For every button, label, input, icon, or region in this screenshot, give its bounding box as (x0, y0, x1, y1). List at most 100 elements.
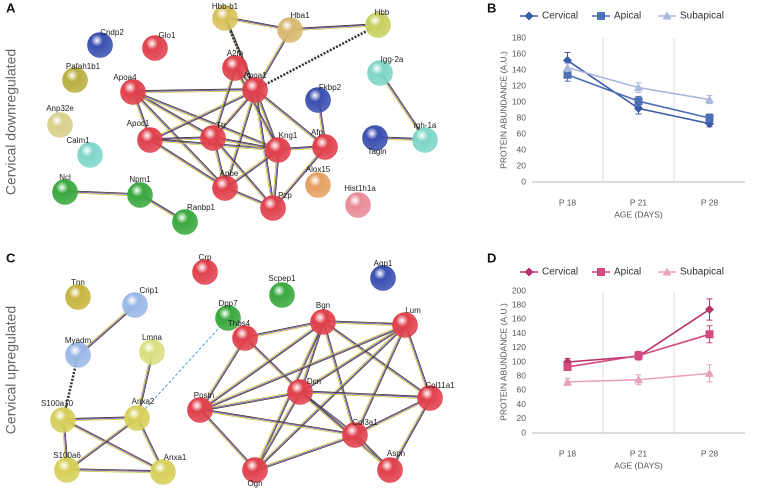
node-label: Dpp7 (218, 299, 238, 308)
edge (290, 25, 379, 32)
node-label: Tnn (71, 278, 85, 287)
y-tick-label: 160 (512, 314, 526, 324)
edge (133, 90, 256, 94)
node (87, 32, 113, 58)
edge (133, 90, 279, 150)
edge (254, 434, 356, 471)
y-tick-label: 20 (517, 413, 527, 423)
edge (199, 410, 255, 471)
node (367, 60, 393, 86)
y-tick-label: 40 (517, 144, 527, 154)
marker (634, 83, 643, 92)
node-label: A2m (227, 49, 244, 58)
edge (323, 320, 406, 325)
edge (255, 392, 302, 471)
edge (405, 324, 432, 398)
y-axis-title: PROTEIN ABUNDANCE (A.U.) (498, 51, 508, 169)
edge (63, 418, 164, 472)
edge (66, 470, 163, 474)
edge (199, 409, 356, 436)
edge (244, 337, 301, 393)
edge (299, 324, 406, 393)
edge (244, 321, 324, 339)
node (305, 172, 331, 198)
node-label: Fkbp2 (319, 83, 342, 92)
node (287, 379, 313, 405)
edge (150, 138, 226, 188)
node (412, 127, 438, 153)
node (122, 292, 148, 318)
marker (634, 97, 643, 106)
x-tick-label: P 21 (630, 197, 648, 207)
edge (379, 72, 426, 141)
node (305, 87, 331, 113)
node-label: Bgn (316, 301, 330, 310)
legend-label: Apical (614, 267, 641, 278)
marker (524, 267, 534, 277)
edge (272, 146, 325, 208)
edges (61, 16, 432, 474)
edge (223, 89, 255, 188)
edge (198, 337, 245, 410)
edge (200, 322, 324, 412)
panel-label: C (6, 250, 16, 265)
node-label: Calm1 (66, 136, 90, 145)
legend-label: Apical (614, 11, 641, 22)
node-label: Hba1 (290, 11, 310, 20)
edge (66, 417, 138, 471)
y-tick-label: 200 (512, 285, 526, 295)
node (137, 127, 163, 153)
panel-label: A (6, 0, 16, 15)
node-label: Anxa2 (132, 397, 155, 406)
edge (353, 324, 405, 435)
node (345, 192, 371, 218)
edge (132, 91, 279, 151)
edge (66, 469, 164, 473)
edge (404, 324, 431, 399)
node (370, 265, 396, 291)
edge (255, 435, 356, 472)
node (192, 259, 218, 285)
edge (403, 325, 430, 399)
node (212, 175, 238, 201)
node (417, 385, 443, 411)
marker (563, 55, 572, 65)
node-label: Aqp1 (374, 259, 393, 268)
node (215, 305, 241, 331)
node-label: Scpep1 (268, 274, 296, 283)
side-label: Cervical upregulated (3, 306, 19, 434)
edge (132, 91, 214, 139)
edge (199, 324, 406, 411)
edge (67, 468, 164, 472)
node (312, 134, 338, 160)
edge (254, 90, 325, 149)
edge (199, 320, 323, 410)
x-tick-label: P 18 (559, 448, 577, 458)
edge (200, 408, 257, 470)
edge (213, 136, 275, 208)
series-line (567, 333, 710, 368)
y-tick-label: 120 (512, 342, 526, 352)
node-label: Col3a1 (352, 418, 378, 427)
node (150, 459, 176, 485)
edge (255, 88, 327, 147)
node-label: Thbs4 (228, 319, 251, 328)
marker (705, 304, 714, 314)
legend-label: Cervical (542, 11, 578, 22)
edge (321, 322, 355, 436)
side-label: Cervical downregulated (3, 49, 19, 195)
edge (253, 391, 300, 470)
edge (225, 17, 257, 90)
y-tick-label: 60 (517, 385, 527, 395)
edge (322, 321, 431, 399)
marker (705, 368, 714, 377)
y-axis-title: PROTEIN ABUNDANCE (A.U.) (498, 303, 508, 421)
node (54, 457, 80, 483)
y-tick-label: 100 (512, 356, 526, 366)
edge (254, 23, 379, 92)
node-label: Igg-2a (381, 55, 404, 64)
node-label: Lum (405, 306, 421, 315)
edge (234, 67, 279, 151)
edge (199, 410, 355, 437)
edge (354, 396, 430, 435)
